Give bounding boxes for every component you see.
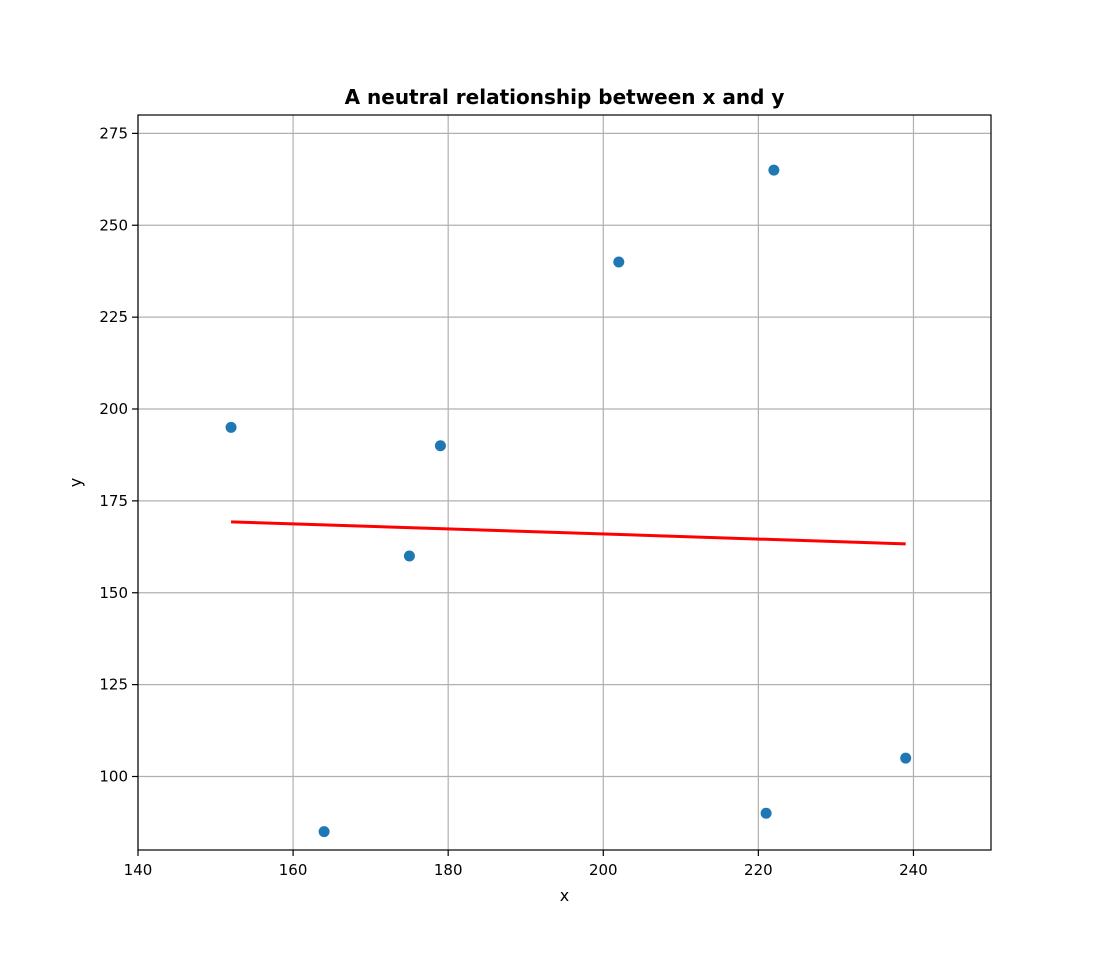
data-point [768, 164, 780, 176]
x-axis-ticks: 140 160 180 200 220 240 [124, 850, 928, 879]
x-tick-label: 220 [744, 861, 773, 879]
x-tick-label: 200 [589, 861, 618, 879]
grid-lines [137, 115, 991, 850]
x-tick-label: 140 [124, 861, 153, 879]
data-point [225, 421, 237, 433]
data-point [403, 550, 415, 562]
y-tick-label: 225 [99, 308, 128, 326]
x-axis-label: x [560, 886, 569, 905]
data-point [434, 440, 446, 452]
chart-title: A neutral relationship between x and y [345, 85, 785, 109]
regression-line [231, 520, 906, 546]
plot-frame [137, 114, 992, 851]
data-point [318, 826, 330, 838]
y-tick-label: 125 [99, 676, 128, 694]
x-tick-label: 160 [279, 861, 308, 879]
x-tick-label: 240 [899, 861, 928, 879]
fit-lines [231, 520, 906, 546]
y-axis-label: y [66, 478, 85, 487]
y-axis-ticks: 100 125 150 175 200 225 250 275 [99, 124, 138, 786]
scatter-points [225, 164, 912, 838]
y-tick-label: 250 [99, 216, 128, 234]
y-tick-label: 175 [99, 492, 128, 510]
data-point [760, 807, 772, 819]
y-tick-label: 275 [99, 124, 128, 142]
data-point [900, 752, 912, 764]
y-tick-label: 150 [99, 584, 128, 602]
data-point [613, 256, 625, 268]
y-tick-label: 200 [99, 400, 128, 418]
x-tick-label: 180 [434, 861, 463, 879]
y-tick-label: 100 [99, 768, 128, 786]
